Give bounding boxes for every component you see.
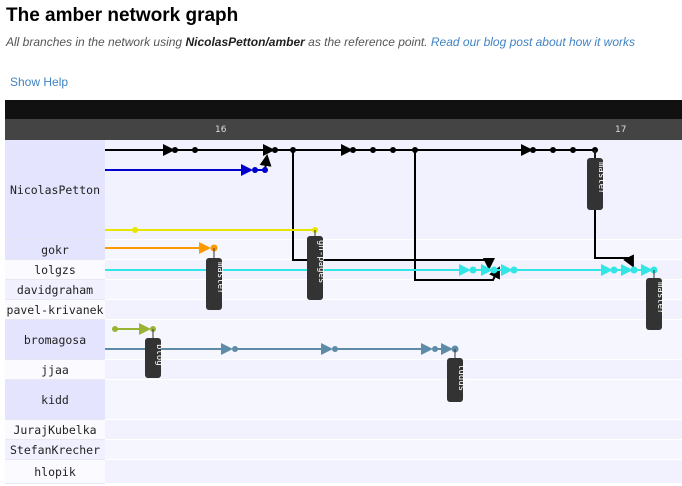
grid-row-lolgzs [105, 260, 682, 280]
ref-tag-gokr-master[interactable]: master [206, 248, 225, 310]
user-name-stefankrecher: StefanKrecher [5, 440, 105, 460]
grid-row-pavel-krivanek [105, 300, 682, 320]
user-name-hlopik: hlopik [5, 460, 105, 484]
page-title: The amber network graph [6, 5, 239, 26]
commits-jjaa [232, 345, 459, 353]
grid-row-jjaa [105, 360, 682, 380]
graph-header-bar [5, 100, 682, 119]
ref-label-gokr-master: master [215, 262, 225, 295]
page-subtitle: All branches in the network using Nicola… [6, 35, 635, 49]
ref-tag-nicolaspetton-master[interactable]: master [587, 150, 606, 210]
ref-tag-lolgzs-master[interactable]: master [646, 270, 665, 330]
ref-tag-ludus[interactable]: ludus [447, 349, 466, 402]
commit-graph-svg: master gh-pages master master blog ludus [105, 144, 665, 402]
ref-label-gh-pages: gh-pages [316, 240, 326, 283]
date-label-17: 17 [615, 125, 627, 135]
user-name-jurajkubelka: JurajKubelka [5, 420, 105, 440]
user-name-jjaa: jjaa [5, 360, 105, 380]
grid-row-kidd [105, 380, 682, 420]
ref-label-ludus: ludus [456, 364, 466, 391]
grid-row-stefankrecher [105, 440, 682, 460]
commits-nicolaspetton-master [172, 147, 598, 153]
user-name-davidgraham: davidgraham [5, 280, 105, 300]
network-graph[interactable]: 16 17 NicolasPetton gokr lolgzs davidgra… [5, 100, 682, 484]
ref-label-lolgzs-master: master [655, 282, 665, 315]
show-help-link[interactable]: Show Help [10, 75, 69, 89]
user-name-kidd: kidd [5, 380, 105, 420]
grid-row-bromagosa [105, 320, 682, 360]
subtitle-text-middle: as the reference point. [304, 35, 431, 49]
ref-tag-blog[interactable]: blog [145, 329, 164, 378]
subtitle-text: All branches in the network using [6, 35, 186, 49]
branch-nicolaspetton-blue [105, 154, 272, 176]
user-name-lolgzs: lolgzs [5, 260, 105, 280]
user-name-gokr: gokr [5, 240, 105, 260]
user-name-nicolaspetton: NicolasPetton [5, 140, 105, 240]
date-label-16: 16 [215, 125, 227, 135]
grid-row-davidgraham [105, 280, 682, 300]
user-name-pavel-krivanek: pavel-krivanek [5, 300, 105, 320]
ref-tag-gh-pages[interactable]: gh-pages [307, 230, 326, 300]
grid-row-nicolaspetton [105, 140, 682, 240]
grid-row-jurajkubelka [105, 420, 682, 440]
user-name-bromagosa: bromagosa [5, 320, 105, 360]
grid-row-hlopik [105, 460, 682, 484]
ref-label-blog: blog [154, 344, 164, 366]
blog-post-link[interactable]: Read our blog post about how it works [430, 35, 636, 49]
commits-nicolaspetton-blue [252, 167, 268, 173]
date-axis-bar [5, 119, 682, 140]
reference-repo: NicolasPetton/amber [185, 35, 305, 49]
ref-label-nicolaspetton-master: master [596, 162, 606, 195]
